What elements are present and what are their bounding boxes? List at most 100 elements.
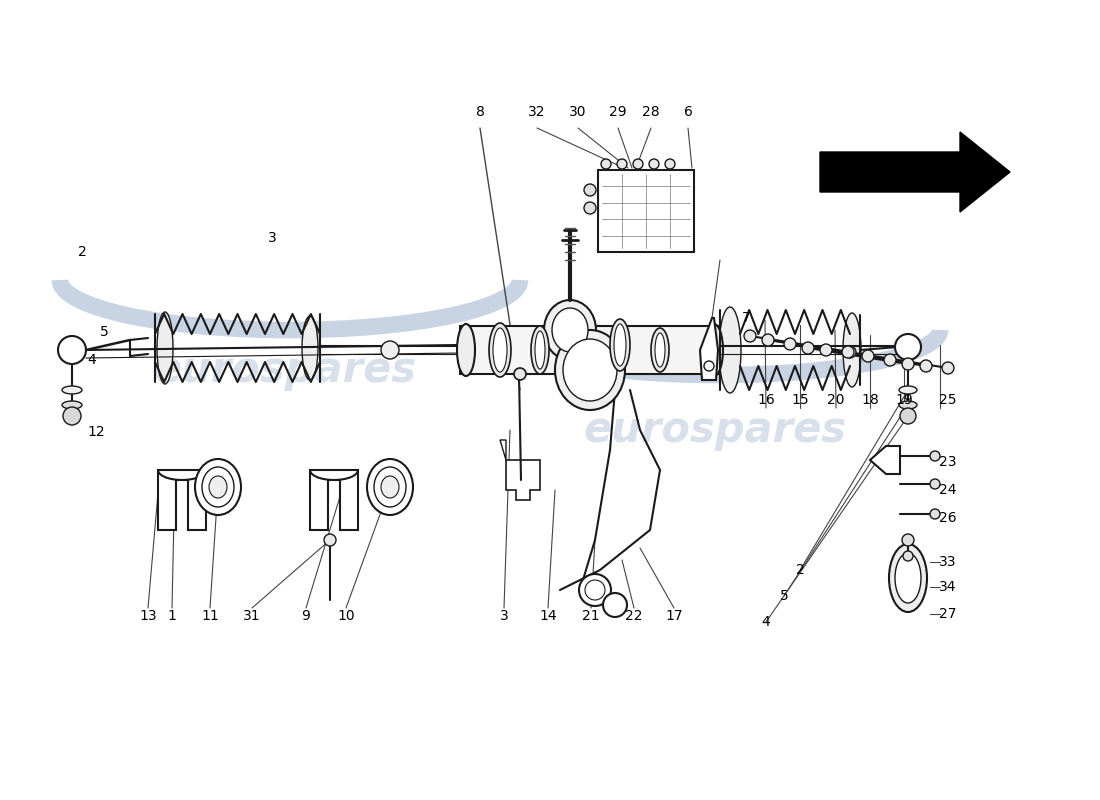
Circle shape	[930, 509, 940, 519]
Ellipse shape	[843, 313, 861, 387]
Text: 23: 23	[939, 455, 957, 469]
Text: 3: 3	[267, 231, 276, 245]
Text: 19: 19	[895, 393, 913, 407]
Text: 9: 9	[301, 609, 310, 623]
Circle shape	[514, 368, 526, 380]
Circle shape	[902, 358, 914, 370]
Circle shape	[649, 159, 659, 169]
Circle shape	[762, 334, 774, 346]
Circle shape	[579, 574, 610, 606]
Text: 33: 33	[939, 555, 957, 569]
Ellipse shape	[367, 459, 412, 515]
Circle shape	[666, 159, 675, 169]
Text: 22: 22	[625, 609, 642, 623]
Text: 8: 8	[475, 105, 484, 119]
Text: 28: 28	[642, 105, 660, 119]
Ellipse shape	[614, 324, 626, 366]
Text: 32: 32	[528, 105, 546, 119]
Ellipse shape	[654, 333, 666, 367]
Ellipse shape	[302, 316, 318, 380]
Ellipse shape	[202, 467, 234, 507]
Circle shape	[903, 551, 913, 561]
Circle shape	[601, 159, 610, 169]
Circle shape	[58, 336, 86, 364]
Polygon shape	[870, 446, 900, 474]
Ellipse shape	[651, 328, 669, 372]
Circle shape	[381, 341, 399, 359]
Circle shape	[895, 334, 921, 360]
Text: 16: 16	[757, 393, 774, 407]
Text: 11: 11	[201, 609, 219, 623]
Ellipse shape	[62, 401, 82, 409]
Ellipse shape	[544, 300, 596, 360]
Ellipse shape	[719, 307, 741, 393]
Ellipse shape	[899, 401, 917, 409]
Polygon shape	[310, 470, 358, 530]
Ellipse shape	[456, 324, 475, 376]
Ellipse shape	[895, 553, 921, 603]
Text: 12: 12	[87, 425, 104, 439]
Ellipse shape	[195, 459, 241, 515]
Text: 17: 17	[666, 609, 683, 623]
Circle shape	[63, 407, 81, 425]
Polygon shape	[506, 460, 540, 500]
Polygon shape	[500, 440, 506, 460]
Text: 30: 30	[570, 105, 586, 119]
Ellipse shape	[889, 544, 927, 612]
Circle shape	[704, 361, 714, 371]
Circle shape	[862, 350, 874, 362]
Ellipse shape	[493, 328, 507, 372]
Polygon shape	[820, 132, 1010, 212]
Circle shape	[920, 360, 932, 372]
Text: 4: 4	[88, 353, 97, 367]
Text: 1: 1	[167, 609, 176, 623]
Ellipse shape	[610, 319, 630, 371]
Ellipse shape	[209, 476, 227, 498]
Text: 20: 20	[827, 393, 845, 407]
Text: 10: 10	[338, 609, 355, 623]
Circle shape	[617, 159, 627, 169]
Text: 5: 5	[780, 589, 789, 603]
Text: 26: 26	[939, 511, 957, 525]
Circle shape	[842, 346, 854, 358]
Text: 34: 34	[939, 580, 957, 594]
Circle shape	[603, 593, 627, 617]
Circle shape	[844, 346, 856, 358]
Text: eurospares: eurospares	[583, 409, 847, 451]
Ellipse shape	[556, 330, 625, 410]
Text: 18: 18	[861, 393, 879, 407]
Text: 5: 5	[100, 325, 109, 339]
Text: eurospares: eurospares	[153, 349, 417, 391]
Ellipse shape	[705, 324, 723, 376]
Text: 6: 6	[683, 105, 692, 119]
Ellipse shape	[374, 467, 406, 507]
Text: 24: 24	[939, 483, 957, 497]
Text: 4: 4	[761, 615, 770, 629]
Text: 2: 2	[78, 245, 87, 259]
Circle shape	[902, 534, 914, 546]
Circle shape	[802, 342, 814, 354]
Circle shape	[930, 451, 940, 461]
Text: 7: 7	[741, 311, 750, 325]
Text: 29: 29	[609, 105, 627, 119]
Polygon shape	[158, 470, 206, 530]
Bar	[598, 170, 694, 252]
Circle shape	[942, 362, 954, 374]
Text: 13: 13	[140, 609, 157, 623]
Ellipse shape	[490, 323, 512, 377]
Ellipse shape	[531, 326, 549, 374]
Text: 31: 31	[243, 609, 261, 623]
Text: 14: 14	[539, 609, 557, 623]
Ellipse shape	[552, 308, 589, 352]
Circle shape	[632, 159, 644, 169]
Ellipse shape	[563, 339, 617, 401]
Circle shape	[820, 344, 832, 356]
Text: 15: 15	[791, 393, 808, 407]
Text: 21: 21	[582, 609, 600, 623]
Circle shape	[900, 408, 916, 424]
Circle shape	[884, 354, 896, 366]
Polygon shape	[700, 318, 718, 380]
Circle shape	[930, 479, 940, 489]
Circle shape	[584, 202, 596, 214]
Circle shape	[784, 338, 796, 350]
